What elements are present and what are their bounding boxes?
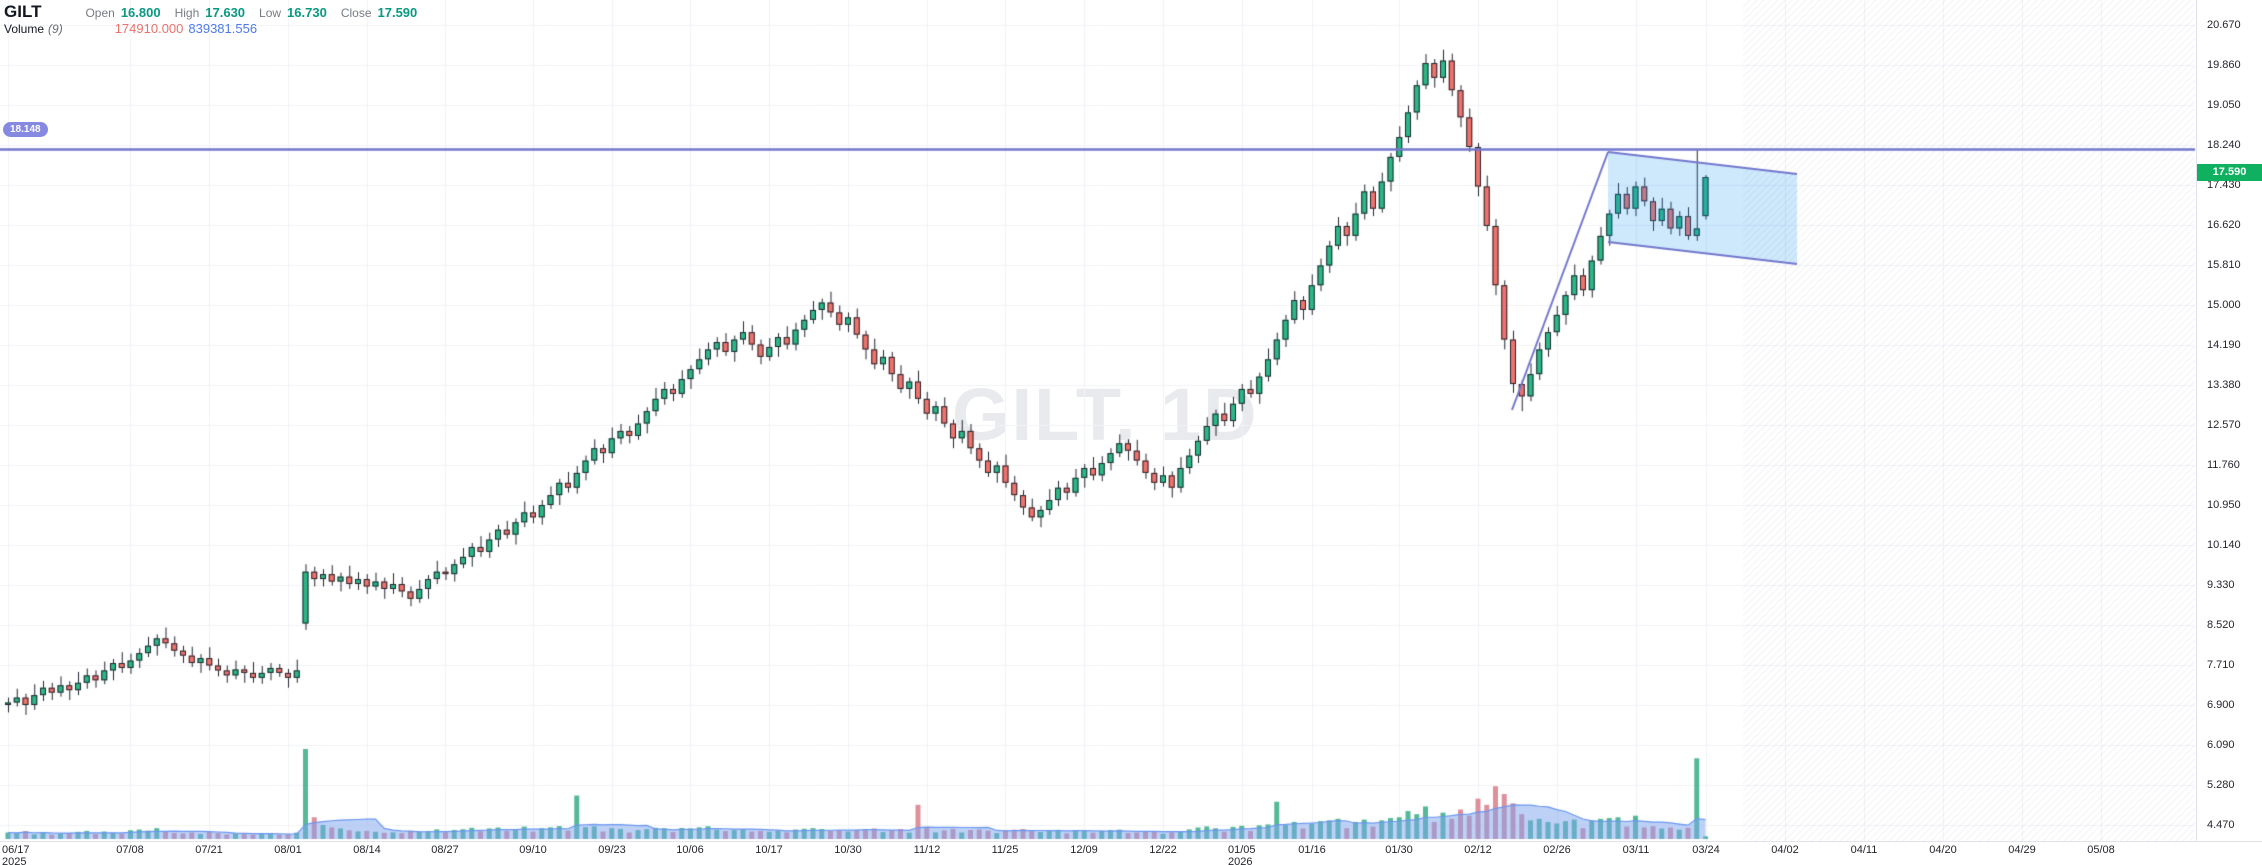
time-axis-label: 06/17 2025: [2, 845, 30, 865]
time-axis-label: 01/16: [1298, 844, 1326, 856]
time-axis-label: 08/01: [274, 844, 302, 856]
price-axis-label: 14.190: [2207, 338, 2241, 351]
time-axis-year-label: 2026: [1228, 856, 1253, 865]
price-axis-label: 6.900: [2207, 698, 2235, 711]
volume-ma-period: (9): [48, 22, 63, 36]
symbol-title[interactable]: GILT: [4, 2, 42, 21]
time-axis-label: 02/12: [1464, 844, 1492, 856]
time-axis-label: 10/17: [755, 844, 783, 856]
time-axis-label: 04/20: [1929, 844, 1957, 856]
time-axis-label: 08/27: [431, 844, 459, 856]
time-axis-label: 10/30: [834, 844, 862, 856]
price-axis-label: 4.470: [2207, 818, 2235, 831]
price-axis-label: 19.860: [2207, 58, 2241, 71]
price-axis-label: 13.380: [2207, 378, 2241, 391]
time-axis-label: 03/11: [1622, 844, 1650, 856]
time-axis-label: 04/11: [1850, 844, 1878, 856]
time-axis-year-label: 2025: [2, 856, 27, 865]
time-axis-label: 03/24: [1692, 844, 1720, 856]
close-label: Close: [340, 6, 372, 20]
time-axis-label: 04/29: [2008, 844, 2036, 856]
price-axis-label: 15.810: [2207, 258, 2241, 271]
price-axis-label: 17.430: [2207, 178, 2241, 191]
low-value: 16.730: [287, 5, 327, 20]
price-axis-label: 20.670: [2207, 19, 2241, 31]
time-axis-label: 05/08: [2087, 844, 2115, 856]
price-axis-label: 5.280: [2207, 778, 2235, 791]
chart-legend: GILT Open 16.800 High 17.630 Low 16.730 …: [4, 2, 431, 36]
time-axis-label: 01/05 2026: [1228, 845, 1256, 865]
price-axis-label: 19.050: [2207, 98, 2241, 111]
price-alert-badge[interactable]: 18.148: [3, 122, 48, 137]
price-axis-label: 8.520: [2207, 618, 2235, 631]
last-price-badge[interactable]: 17.590: [2197, 164, 2262, 181]
close-value: 17.590: [377, 5, 418, 20]
volume-value: 174910.000: [114, 21, 184, 36]
time-axis-label: 12/22: [1149, 844, 1177, 856]
high-value: 17.630: [205, 5, 246, 20]
time-axis-label: 12/09: [1070, 844, 1098, 856]
time-axis-label: 07/21: [195, 844, 223, 856]
ohlc-row: GILT Open 16.800 High 17.630 Low 16.730 …: [4, 2, 431, 21]
price-axis-label: 10.950: [2207, 498, 2241, 511]
time-axis-label: 10/06: [676, 844, 704, 856]
price-axis-label: 9.330: [2207, 578, 2235, 591]
time-axis-label: 11/25: [991, 844, 1019, 856]
price-axis-label: 10.140: [2207, 538, 2241, 551]
time-axis-label: 04/02: [1771, 844, 1799, 856]
time-axis-label: 09/10: [519, 844, 547, 856]
volume-label: Volume: [4, 22, 45, 36]
price-axis-label: 12.570: [2207, 418, 2241, 431]
time-axis-label: 02/26: [1543, 844, 1571, 856]
time-axis-label: 01/30: [1385, 844, 1413, 856]
price-axis-label: 6.090: [2207, 738, 2235, 751]
low-label: Low: [259, 6, 282, 20]
high-label: High: [174, 6, 200, 20]
price-axis-label: 15.000: [2207, 298, 2241, 311]
time-axis-label: 07/08: [116, 844, 144, 856]
open-label: Open: [85, 6, 115, 20]
time-axis-label: 08/14: [353, 844, 381, 856]
time-axis[interactable]: 06/17 2025 07/08 07/21 08/01 08/14 08/27 09/10 0…: [0, 841, 2262, 865]
volume-ma-value: 839381.556: [188, 21, 258, 36]
open-value: 16.800: [120, 5, 161, 20]
price-axis-label: 7.710: [2207, 658, 2235, 671]
time-axis-label: 09/23: [598, 844, 626, 856]
price-axis-label: 16.620: [2207, 218, 2241, 231]
volume-row: Volume (9) 174910.000 839381.556: [4, 21, 431, 36]
price-axis-label: 18.240: [2207, 138, 2241, 151]
time-axis-label: 11/12: [913, 844, 941, 856]
price-axis-label: 11.760: [2207, 458, 2240, 471]
price-axis[interactable]: 20.670 19.860 19.050 18.240 17.430 16.620 15.8…: [2196, 0, 2262, 841]
